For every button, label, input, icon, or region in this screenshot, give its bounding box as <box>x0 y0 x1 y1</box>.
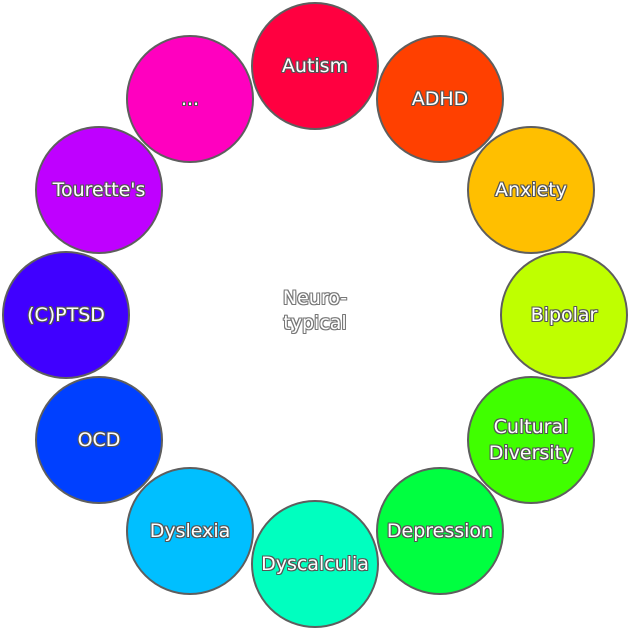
node-label: Dyslexia <box>149 520 231 542</box>
node-tourettes: Tourette's <box>35 126 163 254</box>
node-label: ... <box>180 88 200 110</box>
node-label: Anxiety <box>495 179 567 201</box>
node-adhd: ADHD <box>376 35 504 163</box>
center-label: Neuro- typical <box>282 287 348 334</box>
node-dyslexia: Dyslexia <box>126 467 254 595</box>
node-cptsd: (C)PTSD <box>2 251 130 379</box>
node-label: Autism <box>281 55 349 77</box>
node-depression: Depression <box>376 467 504 595</box>
node-label: ADHD <box>411 88 469 110</box>
node-label: Dyscalculia <box>261 553 369 575</box>
node-anxiety: Anxiety <box>467 126 595 254</box>
node-autism: Autism <box>251 2 379 130</box>
node-cultural-diversity: Cultural Diversity <box>467 376 595 504</box>
node-label: OCD <box>77 429 121 451</box>
node-bipolar: Bipolar <box>500 251 628 379</box>
node-ocd: OCD <box>35 376 163 504</box>
node-label: Cultural Diversity <box>488 416 574 464</box>
node-label: Bipolar <box>530 304 598 326</box>
node-label: Tourette's <box>52 179 146 201</box>
node-label: Depression <box>386 520 494 542</box>
node-dyscalculia: Dyscalculia <box>251 500 379 628</box>
node-label: (C)PTSD <box>27 304 105 326</box>
node-more: ... <box>126 35 254 163</box>
